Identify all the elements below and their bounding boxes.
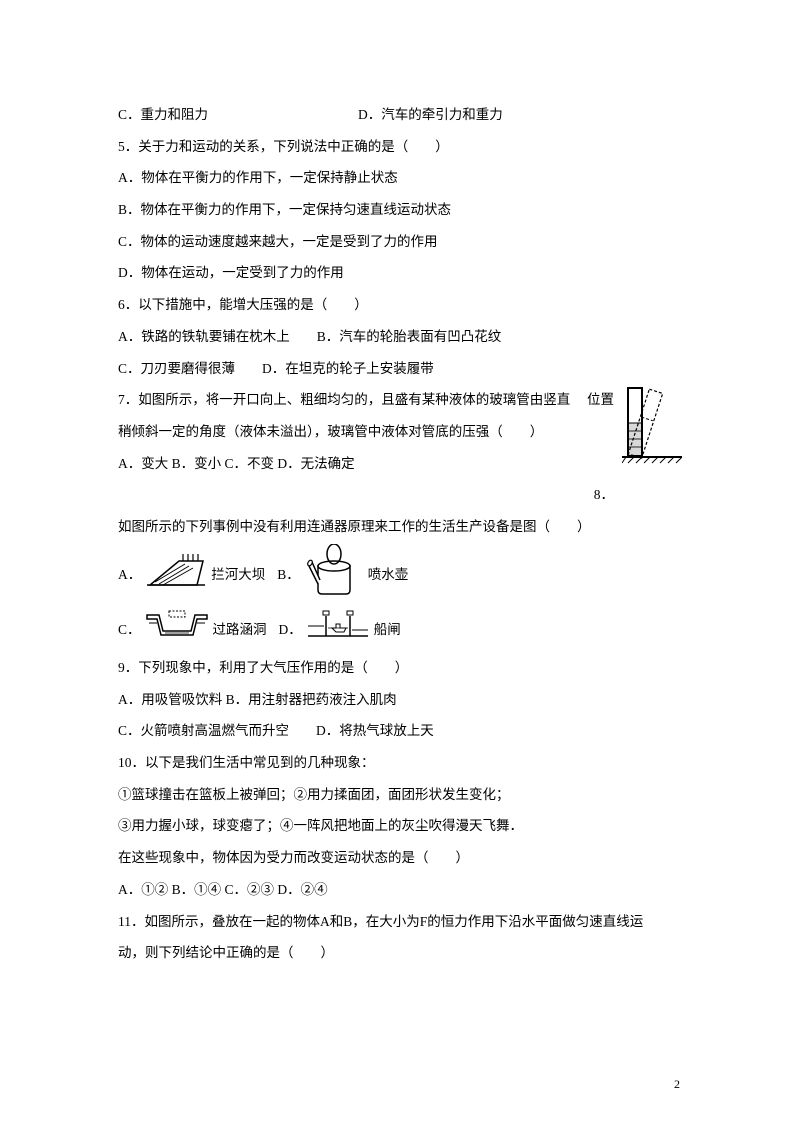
q9-options-cd: C．火箭喷射高温燃气而升空 D．将热气球放上天 (118, 716, 682, 746)
q4-option-d: D．汽车的牵引力和重力 (358, 100, 503, 130)
q8-number-text: 8． (594, 487, 614, 502)
q8-option-d-prefix: D． (279, 615, 302, 645)
q7-stem-line1b: 位置 (587, 385, 614, 415)
q7-stem-line1: 7．如图所示，将一开口向上、粗细均匀的，且盛有某种液体的玻璃管由竖直 位置 (118, 385, 614, 415)
dam-icon (145, 549, 207, 602)
q7-stem-line1a: 7．如图所示，将一开口向上、粗细均匀的，且盛有某种液体的玻璃管由竖直 (118, 385, 570, 415)
q10-stem: 10．以下是我们生活中常见到的几种现象： (118, 748, 682, 778)
q8-option-a-label: 拦河大坝 (211, 560, 265, 590)
q8-row-cd: C． 过路涵洞 D． 船闸 (118, 608, 682, 651)
q11-line1: 11．如图所示，叠放在一起的物体A和B，在大小为F的恒力作用下沿水平面做匀速直线… (118, 907, 682, 937)
q7-stem-line2: 稍倾斜一定的角度（液体未溢出），玻璃管中液体对管底的压强（ ） (118, 417, 682, 447)
tilted-tube-icon (622, 383, 682, 488)
q10-line1: ①篮球撞击在篮板上被弹回；②用力揉面团，面团形状发生变化； (118, 780, 682, 810)
q9-options-ab: A．用吸管吸饮料 B．用注射器把药液注入肌肉 (118, 685, 682, 715)
ship-lock-icon (306, 608, 370, 651)
q10-line2: ③用力握小球，球变瘪了；④一阵风把地面上的灰尘吹得漫天飞舞． (118, 811, 682, 841)
q8-option-c-label: 过路涵洞 (213, 615, 267, 645)
q11-line2: 动，则下列结论中正确的是（ ） (118, 938, 682, 968)
q8-option-d-label: 船闸 (374, 615, 401, 645)
q8-row-ab: A． 拦河大坝 B． 喷水壶 (118, 544, 682, 607)
q5-option-a: A．物体在平衡力的作用下，一定保持静止状态 (118, 163, 682, 193)
q8-option-b-label: 喷水壶 (368, 560, 409, 590)
q5-option-d: D．物体在运动，一定受到了力的作用 (118, 258, 682, 288)
q8-number-trailing: 8． (118, 480, 682, 510)
page-number: 2 (674, 1077, 680, 1092)
q9-stem: 9．下列现象中，利用了大气压作用的是（ ） (118, 653, 682, 683)
q7-options: A．变大 B．变小 C．不变 D．无法确定 (118, 449, 682, 479)
q5-stem: 5．关于力和运动的关系，下列说法中正确的是（ ） (118, 132, 682, 162)
q8-stem: 如图所示的下列事例中没有利用连通器原理来工作的生活生产设备是图（ ） (118, 512, 682, 542)
culvert-icon (145, 609, 209, 650)
watering-can-icon (304, 544, 364, 607)
q6-stem: 6．以下措施中，能增大压强的是（ ） (118, 290, 682, 320)
q7-figure (622, 383, 682, 488)
q10-options: A．①② B．①④ C．②③ D．②④ (118, 875, 682, 905)
q8-option-b-prefix: B． (277, 560, 300, 590)
q8-option-c-prefix: C． (118, 615, 141, 645)
q6-options-ab: A．铁路的铁轨要铺在枕木上 B．汽车的轮胎表面有凹凸花纹 (118, 322, 682, 352)
q5-option-b: B．物体在平衡力的作用下，一定保持匀速直线运动状态 (118, 195, 682, 225)
page-content: C．重力和阻力 D．汽车的牵引力和重力 5．关于力和运动的关系，下列说法中正确的… (0, 0, 800, 1010)
q6-options-cd: C．刀刃要磨得很薄 D．在坦克的轮子上安装履带 (118, 354, 682, 384)
q4-option-c: C．重力和阻力 (118, 100, 358, 130)
q7-block: 7．如图所示，将一开口向上、粗细均匀的，且盛有某种液体的玻璃管由竖直 位置 稍倾… (118, 385, 682, 510)
q5-option-c: C．物体的运动速度越来越大，一定是受到了力的作用 (118, 227, 682, 257)
q8-option-a-prefix: A． (118, 560, 141, 590)
q4-options-cd: C．重力和阻力 D．汽车的牵引力和重力 (118, 100, 682, 130)
q10-line3: 在这些现象中，物体因为受力而改变运动状态的是（ ） (118, 843, 682, 873)
